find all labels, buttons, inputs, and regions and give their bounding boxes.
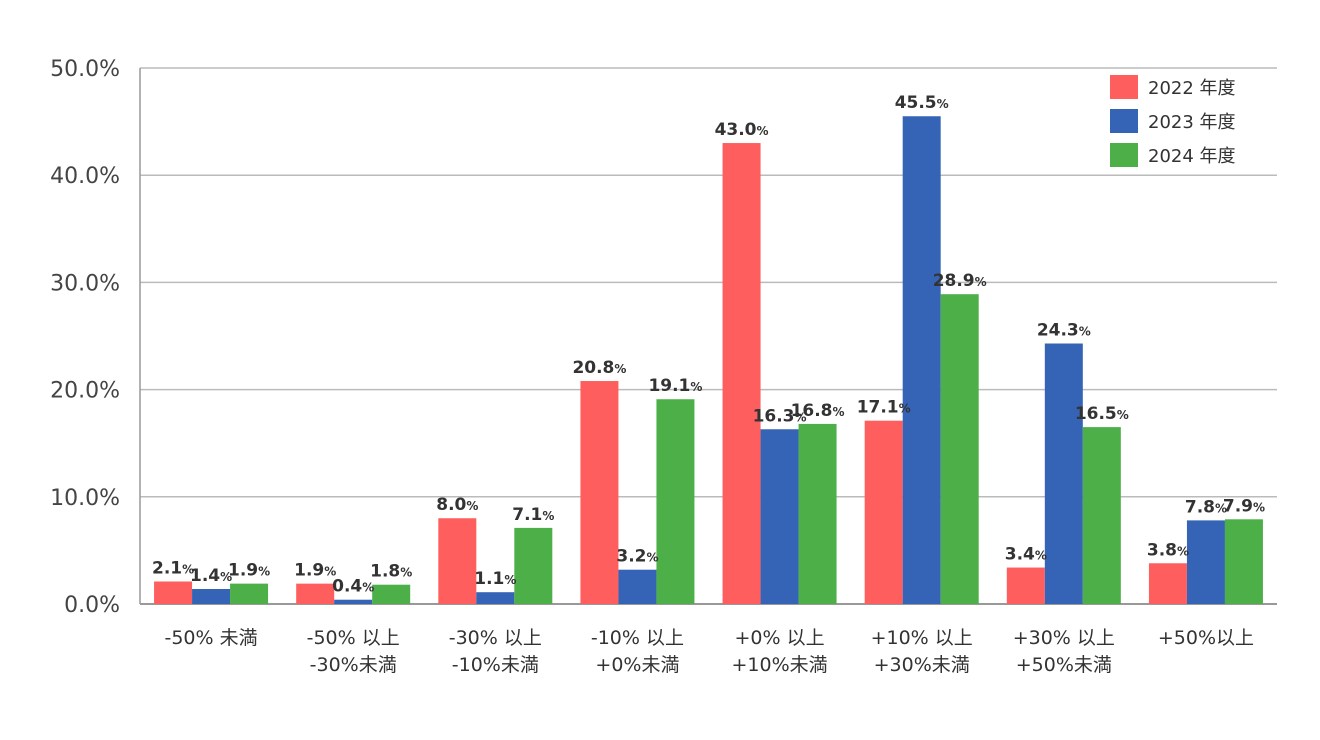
bar (334, 599, 373, 604)
data-label: 7.9% (1223, 496, 1265, 516)
bar (864, 420, 903, 604)
bar (372, 584, 411, 604)
data-labels: 2.1%1.4%1.9% 1.9%0.4%1.8%8.0%1.1%7.1%20.8… (152, 93, 1265, 596)
x-tick-label: +30% 以上 (1013, 627, 1115, 649)
bar (940, 294, 979, 604)
legend-label: 2024 年度 (1148, 146, 1236, 167)
x-tick-label: +10% 以上 (871, 627, 973, 649)
data-label: 7.8% (1185, 497, 1227, 517)
bar (722, 143, 761, 605)
bar (580, 381, 619, 604)
bar (1044, 343, 1083, 604)
bar (1148, 563, 1187, 604)
bars (154, 116, 1263, 605)
x-tick-label: +10%未満 (731, 654, 827, 676)
data-label: 1.9% (294, 561, 336, 581)
x-tick-label: -10%未満 (452, 654, 539, 676)
data-label: 28.9% (933, 271, 987, 291)
legend-swatch (1110, 143, 1138, 167)
bar (1082, 427, 1121, 604)
data-label: 3.8% (1147, 540, 1189, 560)
y-tick-label: 30.0% (50, 271, 120, 296)
y-tick-label: 50.0% (50, 57, 120, 82)
data-label: 45.5% (895, 93, 949, 113)
x-tick-label: +0% 以上 (735, 627, 825, 649)
bar (798, 423, 837, 604)
data-label: 24.3% (1037, 321, 1091, 341)
data-label: 1.1% (474, 569, 516, 589)
x-tick-label: +0%未満 (595, 654, 679, 676)
bar (760, 429, 799, 604)
bar (476, 592, 515, 604)
bar (618, 569, 657, 604)
data-label: 0.4% (332, 577, 374, 597)
data-label: 16.8% (791, 401, 845, 421)
bar (656, 399, 695, 604)
y-axis-ticks: 0.0% 10.0% 20.0% 30.0% 40.0% 50.0% (50, 57, 120, 618)
data-label: 19.1% (648, 376, 702, 396)
bar (1006, 567, 1045, 604)
data-label: 16.5% (1075, 404, 1129, 424)
legend: 2022 年度 2023 年度 2024 年度 (1110, 75, 1236, 167)
data-label: 17.1% (857, 398, 911, 418)
x-tick-label: +30%未満 (874, 654, 970, 676)
bar (154, 581, 193, 604)
data-label: 3.2% (616, 547, 658, 567)
x-tick-label: -50% 以上 (307, 627, 400, 649)
y-tick-label: 10.0% (50, 486, 120, 511)
x-tick-label: +50%未満 (1016, 654, 1112, 676)
bar (296, 583, 335, 604)
x-tick-label: -50% 未満 (164, 627, 257, 649)
bar (230, 583, 269, 604)
bar (1224, 519, 1263, 604)
data-label: 2.1% (152, 558, 194, 578)
data-label: 3.4% (1005, 545, 1047, 565)
data-label: 7.1% (512, 505, 554, 525)
data-label: 43.0% (715, 120, 769, 140)
x-tick-label: +50%以上 (1158, 627, 1254, 649)
data-label: 1.9% (228, 561, 270, 581)
y-tick-label: 20.0% (50, 379, 120, 404)
y-tick-label: 40.0% (50, 164, 120, 189)
bar (438, 518, 477, 604)
data-label: 1.4% (190, 566, 232, 586)
data-label: 16.3% (753, 406, 807, 426)
x-tick-label: -30% 以上 (449, 627, 542, 649)
y-tick-label: 0.0% (64, 593, 120, 618)
bar (1186, 520, 1225, 604)
bar (902, 116, 941, 605)
legend-label: 2022 年度 (1148, 78, 1236, 99)
x-tick-label: -30%未満 (310, 654, 397, 676)
legend-swatch (1110, 75, 1138, 99)
data-label: 8.0% (436, 495, 478, 515)
legend-label: 2023 年度 (1148, 112, 1236, 133)
data-label: 20.8% (572, 358, 626, 378)
x-tick-label: -10% 以上 (591, 627, 684, 649)
data-label: 1.8% (370, 562, 412, 582)
bar (192, 588, 231, 604)
x-axis: -50% 未満 -50% 以上 -30%未満 -30% 以上 -10%未満 -10% 以上… (164, 627, 1254, 676)
bar (514, 527, 553, 604)
legend-swatch (1110, 109, 1138, 133)
